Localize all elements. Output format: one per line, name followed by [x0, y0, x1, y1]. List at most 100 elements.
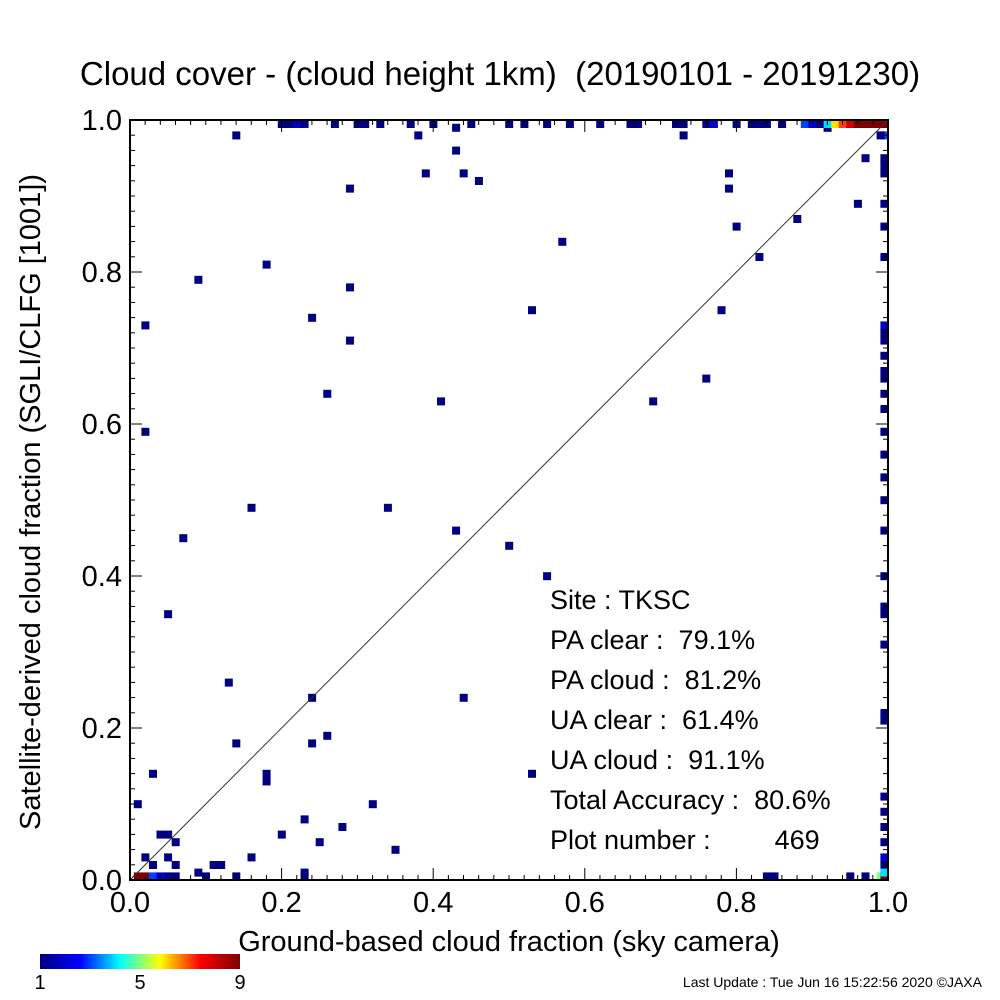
data-point [755, 253, 764, 261]
data-point [133, 872, 142, 881]
data-point [346, 184, 354, 193]
total-accuracy-stat: Total Accuracy : 80.6% [550, 785, 831, 815]
data-point [262, 260, 271, 269]
data-point [880, 473, 889, 482]
data-point [880, 427, 889, 436]
data-point [528, 769, 536, 778]
data-point [406, 120, 415, 128]
y-tick-label: 0.2 [82, 713, 122, 745]
pa-cloud-stat: PA cloud : 81.2% [550, 665, 762, 695]
data-point [346, 336, 354, 345]
data-point [880, 321, 889, 330]
data-point [383, 503, 392, 512]
data-point [732, 222, 741, 231]
data-point [880, 610, 889, 619]
data-point [452, 526, 461, 535]
colorbar-tick-mid: 5 [134, 972, 146, 994]
data-point [376, 120, 385, 128]
data-point [793, 215, 802, 223]
data-point [232, 131, 241, 140]
data-point [149, 861, 157, 869]
data-point [755, 120, 764, 128]
data-point [149, 872, 157, 881]
data-point [880, 640, 889, 649]
x-tick-label: 0.8 [716, 887, 756, 919]
colorbar-tick-max: 9 [234, 972, 246, 994]
x-tick-label: 1.0 [868, 887, 908, 919]
data-point [634, 120, 643, 128]
data-point [452, 146, 461, 155]
data-point [679, 120, 688, 128]
site-label: Site : TKSC [550, 585, 691, 615]
data-point [323, 389, 332, 398]
data-point [831, 120, 840, 128]
data-point [459, 169, 468, 178]
data-point [846, 872, 855, 881]
data-point [467, 120, 476, 128]
reference-line [129, 119, 889, 881]
data-point [209, 861, 218, 869]
data-point [880, 853, 889, 862]
data-point [725, 169, 733, 178]
y-tick-label: 0.4 [82, 561, 122, 593]
data-point [702, 374, 711, 383]
data-point [876, 131, 885, 140]
ua-clear-stat: UA clear : 61.4% [550, 705, 759, 735]
data-point [543, 120, 552, 128]
data-point [558, 237, 567, 246]
data-point [262, 769, 271, 778]
data-point [880, 823, 889, 831]
data-point [149, 769, 157, 778]
plot-number-value: 469 [774, 825, 820, 855]
ua-cloud-stat: UA cloud : 91.1% [550, 745, 765, 775]
data-point [247, 503, 256, 512]
data-point [717, 306, 726, 315]
data-point [171, 838, 180, 847]
data-point [141, 853, 150, 862]
y-tick-label: 0.8 [82, 257, 122, 289]
x-tick-label: 0.4 [413, 887, 453, 919]
data-point [247, 853, 256, 862]
x-tick-label: 0.0 [110, 887, 150, 919]
x-tick-label: 0.2 [261, 887, 301, 919]
data-point [133, 800, 142, 809]
data-point [217, 861, 226, 869]
data-point [421, 169, 430, 178]
data-point [262, 777, 271, 786]
data-point [179, 534, 188, 543]
data-point [880, 868, 889, 877]
data-point [853, 199, 862, 208]
plot-number-label: Plot number : [550, 825, 711, 855]
data-point [880, 154, 889, 163]
y-tick-label: 0.0 [82, 865, 122, 897]
data-point [528, 306, 536, 315]
data-point [300, 868, 309, 877]
data-point [330, 120, 339, 128]
data-point [846, 120, 855, 128]
data-point [194, 275, 203, 284]
data-point [308, 313, 317, 322]
data-point [437, 397, 445, 406]
data-point [164, 853, 173, 862]
data-point [164, 830, 173, 839]
data-point [308, 739, 317, 748]
data-point [880, 367, 889, 375]
tick-labels: 0.0 0.2 0.4 0.6 0.8 1.0 0.0 0.2 0.4 0.6 0.8 1.0 [82, 105, 908, 919]
data-point [346, 283, 354, 292]
y-tick-label: 1.0 [82, 105, 122, 137]
data-point [861, 872, 870, 881]
data-point [861, 120, 870, 128]
data-point [224, 678, 233, 687]
data-point [164, 610, 173, 619]
data-point [880, 351, 889, 360]
data-point [861, 154, 870, 163]
data-point [880, 336, 889, 345]
last-update-footer: Last Update : Tue Jun 16 15:22:56 2020 ©… [682, 974, 982, 990]
data-point [880, 838, 889, 847]
data-point [156, 830, 165, 839]
data-point [709, 120, 718, 128]
x-tick-label: 0.6 [565, 887, 605, 919]
data-point [391, 845, 400, 854]
y-tick-label: 0.6 [82, 409, 122, 441]
